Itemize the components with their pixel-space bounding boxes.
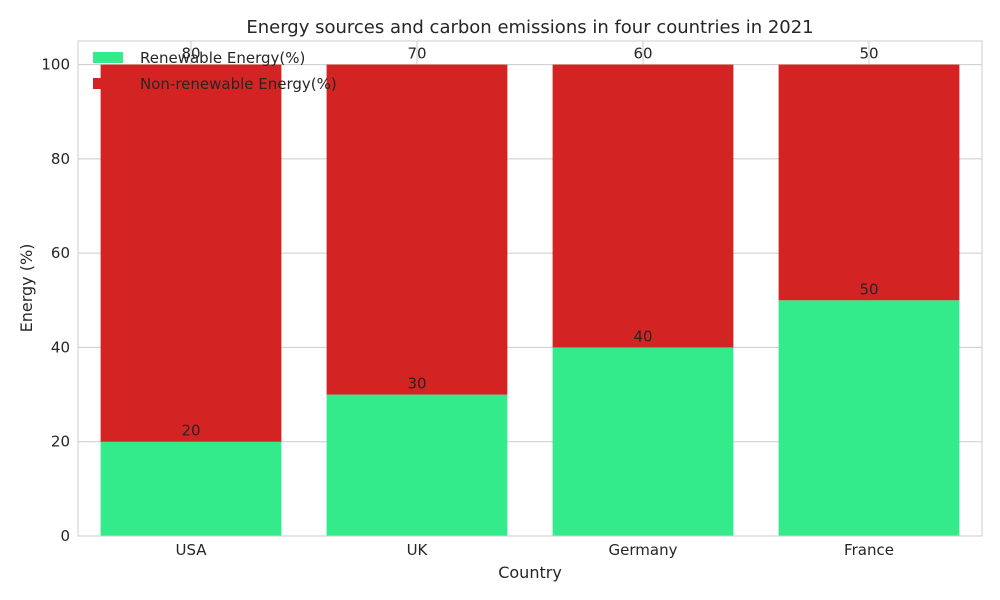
x-tick-label: UK <box>407 541 429 559</box>
y-axis-label: Energy (%) <box>17 244 36 333</box>
bars <box>100 64 960 536</box>
x-axis-label: Country <box>498 563 562 582</box>
y-axis-ticks: 0 20 40 60 80 100 <box>41 56 70 545</box>
y-tick-label: 0 <box>60 527 70 545</box>
plot-frame <box>77 40 983 537</box>
y-tick-label: 40 <box>51 338 70 356</box>
y-tick-label: 100 <box>41 56 70 74</box>
data-label: 30 <box>407 375 426 393</box>
y-tick-label: 60 <box>51 244 70 262</box>
legend: Renewable Energy(%) Non-renewable Energy(… <box>93 49 337 93</box>
y-tick-label: 80 <box>51 150 70 168</box>
x-tick-label: France <box>844 541 894 559</box>
data-label: 50 <box>859 280 878 298</box>
bar-renewable-germany <box>552 347 734 536</box>
data-label: 50 <box>859 45 878 63</box>
data-label: 80 <box>181 45 200 63</box>
bar-non-renewable-france <box>778 64 960 301</box>
bar-non-renewable-usa <box>100 64 282 442</box>
x-axis-ticks: USA UK Germany France <box>175 541 893 559</box>
data-label: 40 <box>633 327 652 345</box>
legend-swatch <box>93 52 123 63</box>
bar-renewable-uk <box>326 394 508 536</box>
bar-renewable-france <box>778 300 960 536</box>
x-tick-label: Germany <box>609 541 678 559</box>
data-labels: 20 80 30 70 40 60 50 50 <box>181 45 878 440</box>
bar-renewable-usa <box>100 441 282 536</box>
bar-non-renewable-germany <box>552 64 734 348</box>
legend-swatch <box>93 78 123 89</box>
legend-label: Renewable Energy(%) <box>140 49 305 67</box>
chart-title: Energy sources and carbon emissions in f… <box>246 17 813 38</box>
data-label: 60 <box>633 45 652 63</box>
data-label: 20 <box>181 422 200 440</box>
y-tick-label: 20 <box>51 433 70 451</box>
legend-label: Non-renewable Energy(%) <box>140 75 337 93</box>
bar-non-renewable-uk <box>326 64 508 395</box>
data-label: 70 <box>407 45 426 63</box>
x-tick-label: USA <box>175 541 207 559</box>
